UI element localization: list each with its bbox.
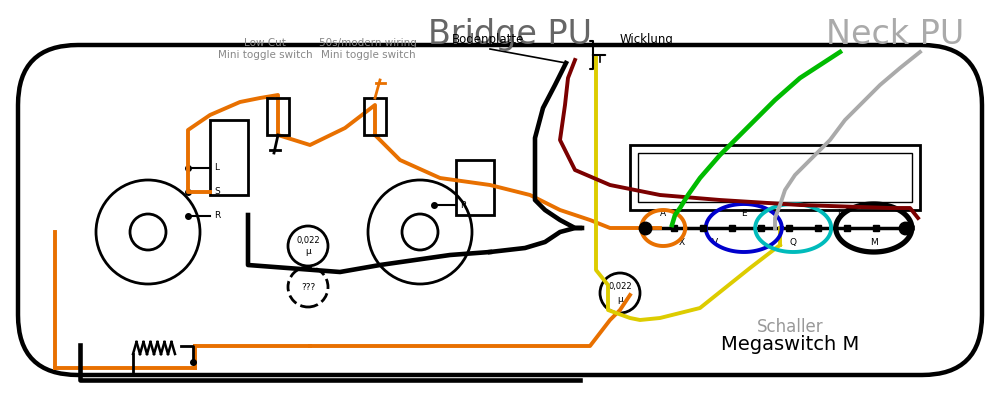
Text: L: L (214, 164, 219, 172)
Text: V: V (712, 238, 718, 247)
Text: E: E (741, 209, 747, 218)
Text: 0,022: 0,022 (608, 282, 632, 292)
Text: S: S (214, 188, 220, 196)
Bar (210, 120, 248, 195)
Text: Neck PU: Neck PU (826, 18, 964, 51)
Text: Schaller: Schaller (757, 318, 823, 336)
Bar (630, 145, 920, 210)
Bar (267, 98, 289, 135)
Text: X: X (678, 238, 684, 247)
Text: Q: Q (790, 238, 797, 247)
Text: μ: μ (617, 294, 623, 304)
Text: L: L (838, 209, 842, 218)
Text: 0,022: 0,022 (296, 236, 320, 244)
Text: 50s/modern wiring
Mini toggle switch: 50s/modern wiring Mini toggle switch (319, 38, 417, 60)
Text: Megaswitch M: Megaswitch M (721, 335, 859, 354)
Text: R: R (460, 200, 466, 210)
Text: M: M (870, 238, 878, 247)
Text: A: A (660, 209, 666, 218)
Text: Bridge PU: Bridge PU (428, 18, 592, 51)
Text: ???: ??? (301, 282, 315, 292)
Text: Bodenplatte: Bodenplatte (452, 33, 524, 46)
Text: Low Cut
Mini toggle switch: Low Cut Mini toggle switch (218, 38, 312, 60)
Bar (364, 98, 386, 135)
Bar (638, 153, 912, 202)
Text: R: R (214, 212, 220, 220)
Text: μ: μ (305, 248, 311, 256)
Bar (456, 160, 494, 215)
Text: Wicklung: Wicklung (620, 33, 674, 46)
